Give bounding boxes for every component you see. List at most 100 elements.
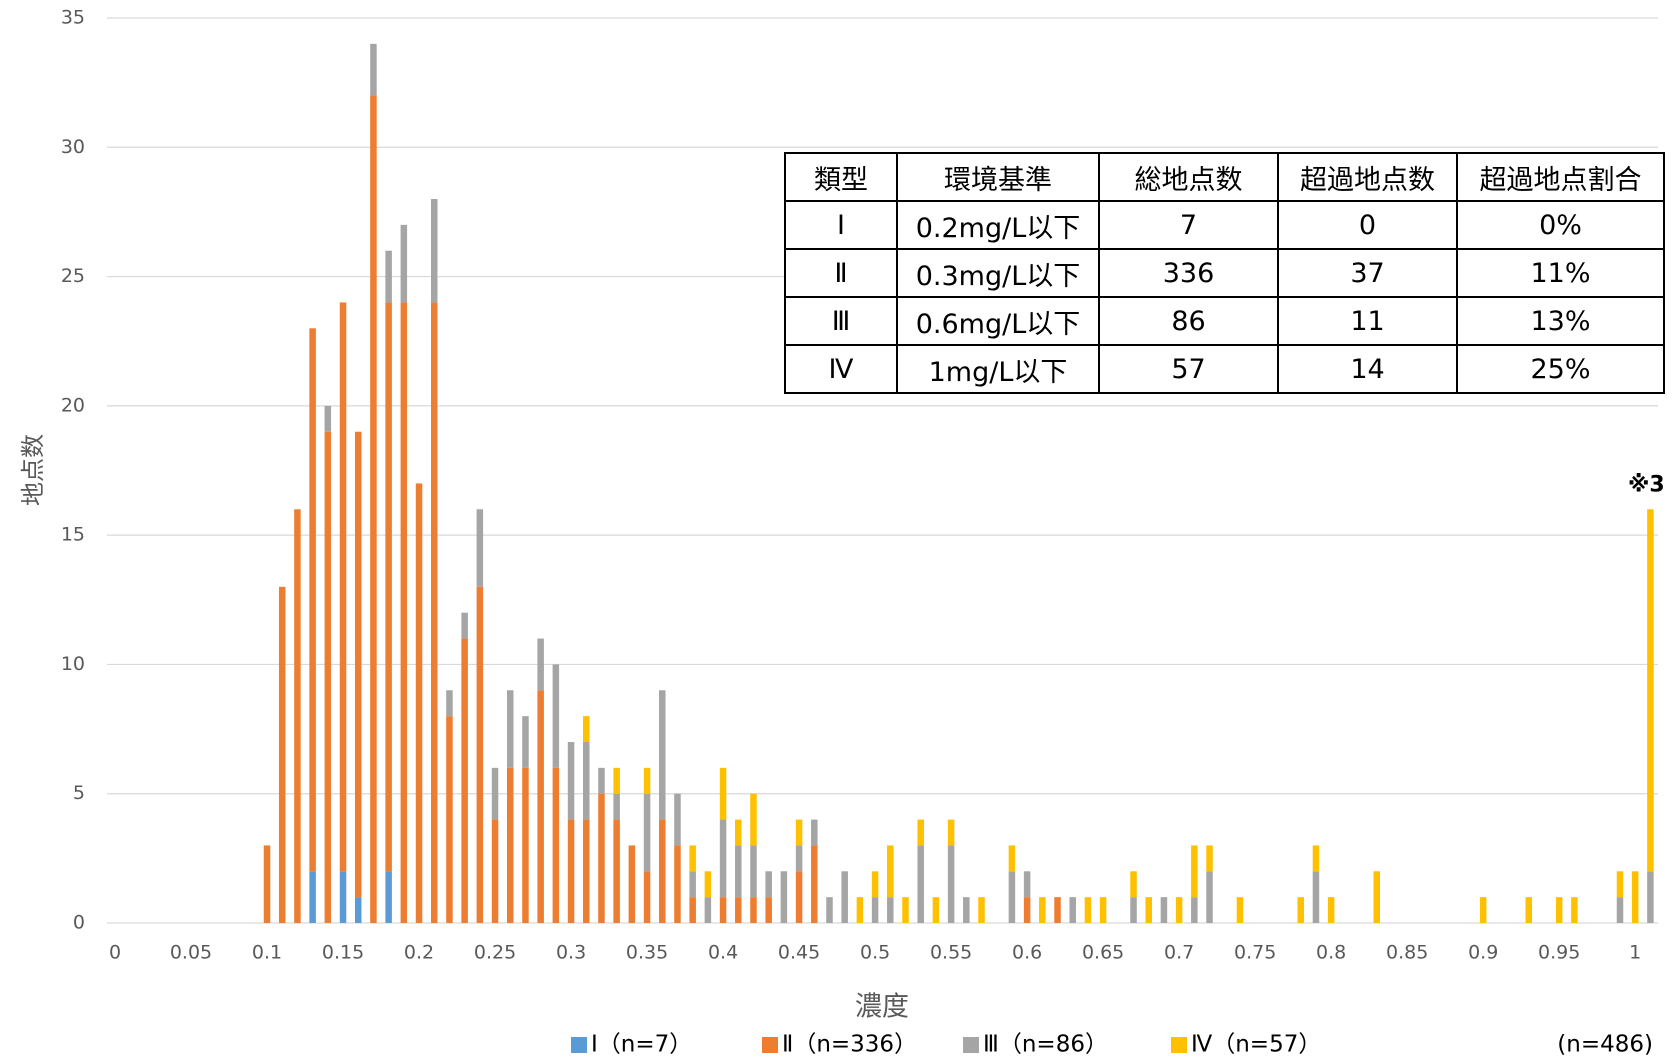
bar-segment (1130, 871, 1137, 898)
bar-segment (902, 897, 909, 923)
x-tick-label: 0.1 (252, 942, 282, 964)
bar-segment (659, 819, 666, 923)
bar-segment (1206, 871, 1213, 923)
bar-segment (1236, 897, 1244, 923)
bar-segment (643, 871, 651, 923)
x-tick-label: 0.45 (778, 942, 820, 964)
bar-segment (339, 302, 347, 872)
legend-label: Ⅰ（n=7） (591, 1032, 692, 1058)
bar-segment (887, 845, 894, 898)
bar-segment (354, 431, 362, 898)
bar-segment (917, 845, 924, 923)
bar-segment (552, 767, 560, 923)
bar-segment (446, 716, 453, 923)
bar-segment (1069, 897, 1076, 923)
legend-swatch (762, 1037, 778, 1053)
bar-segment (735, 897, 742, 923)
x-axis-label: 濃度 (855, 992, 909, 1023)
bar-segment (278, 586, 286, 923)
bar-segment (689, 845, 696, 872)
bar-segment (400, 302, 408, 923)
bar-segment (263, 845, 271, 923)
bar-segment (613, 793, 620, 820)
bar-segment (400, 224, 408, 303)
x-tick-label: 0.7 (1164, 942, 1194, 964)
table-cell: 336 (1098, 248, 1279, 298)
y-tick-label: 30 (61, 136, 85, 158)
legend-label: Ⅲ（n=86） (983, 1032, 1108, 1058)
bar-segment (947, 845, 955, 923)
bar-segment (385, 871, 392, 923)
bar-segment (385, 250, 392, 303)
bar-segment (567, 742, 575, 820)
bar-segment (947, 819, 955, 846)
bar-segment (1297, 897, 1305, 923)
bar-segment (1054, 897, 1061, 923)
table-cell: 37 (1277, 248, 1458, 298)
table-row: Ⅳ 1mg/L以下 57 14 25% (784, 344, 1665, 394)
bar-segment (1145, 897, 1152, 923)
bar-segment (507, 690, 514, 768)
bar-segment (491, 819, 499, 923)
table-row: Ⅱ 0.3mg/L以下 336 37 11% (784, 248, 1665, 298)
bar-segment (370, 43, 377, 96)
bar-segment (750, 793, 757, 846)
bar-segment (613, 767, 620, 794)
bar-segment (491, 767, 499, 820)
total-note: (n=486) (1557, 1032, 1653, 1058)
bar-segment (567, 819, 575, 923)
x-tick-label: 0.5 (860, 942, 890, 964)
bar-segment (719, 897, 727, 923)
table-cell: 0.6mg/L以下 (896, 296, 1100, 346)
bar-segment (583, 742, 590, 820)
bar-segment (1084, 897, 1092, 923)
x-tick-label: 0.65 (1082, 942, 1124, 964)
legend-label: Ⅳ（n=57） (1191, 1032, 1321, 1058)
bar-segment (1555, 897, 1563, 923)
table-cell: 14 (1277, 344, 1458, 394)
legend-swatch (963, 1037, 979, 1053)
bar-segment (507, 767, 514, 923)
x-tick-label: 0.9 (1468, 942, 1498, 964)
x-tick-label: 0.95 (1538, 942, 1580, 964)
bar-segment (765, 897, 772, 923)
bar-segment (1631, 871, 1639, 923)
x-tick-label: 0.25 (474, 942, 516, 964)
bar-segment (1571, 897, 1578, 923)
bar-segment (674, 845, 681, 923)
bar-segment (643, 793, 651, 872)
bar-segment (674, 793, 681, 846)
table-cell: Ⅳ (784, 344, 898, 394)
x-tick-label: 0.35 (626, 942, 668, 964)
bar-segment (294, 509, 301, 923)
bar-segment (887, 897, 894, 923)
bar-segment (415, 483, 423, 923)
x-tick-label: 0.6 (1012, 942, 1042, 964)
bar-segment (978, 897, 985, 923)
table-header-cell: 超過地点数 (1277, 152, 1458, 202)
table-cell: 0 (1277, 200, 1458, 250)
bar-segment (871, 897, 879, 923)
y-tick-label: 15 (61, 524, 85, 546)
bar-segment (628, 845, 636, 923)
x-tick-label: 0.75 (1234, 942, 1276, 964)
bar-segment (871, 871, 879, 898)
bar-segment (765, 871, 772, 898)
table-row: Ⅲ 0.6mg/L以下 86 11 13% (784, 296, 1665, 346)
bar-segment (309, 328, 316, 872)
x-tick-label: 0.2 (404, 942, 434, 964)
bar-segment (795, 819, 803, 846)
table-cell: 57 (1098, 344, 1279, 394)
bar-segment (719, 767, 727, 820)
bar-segment (1647, 871, 1654, 923)
bar-segment (750, 845, 757, 898)
table-cell: Ⅲ (784, 296, 898, 346)
bar-segment (1616, 871, 1624, 898)
bar-segment (598, 767, 605, 794)
table-cell: 11 (1277, 296, 1458, 346)
x-tick-label: 0.55 (930, 942, 972, 964)
table-cell: 86 (1098, 296, 1279, 346)
x-tick-label: 0.8 (1316, 942, 1346, 964)
bar-segment (1206, 845, 1213, 872)
